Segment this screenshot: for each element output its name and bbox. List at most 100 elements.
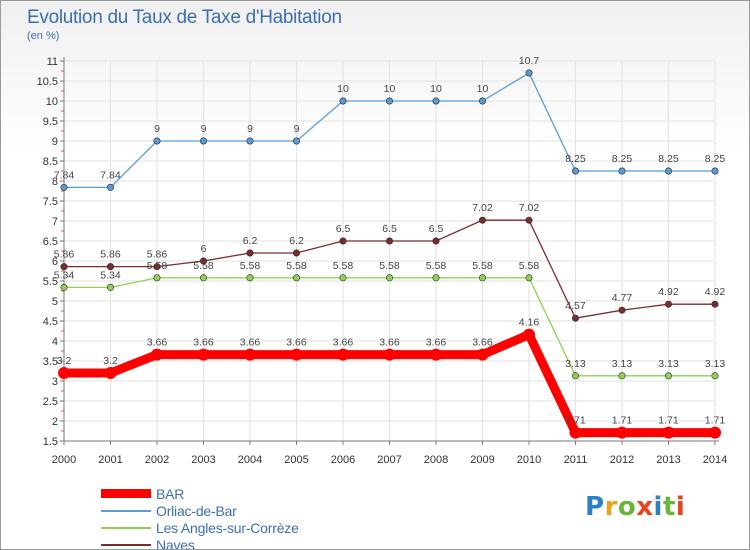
x-tick-label: 2013 xyxy=(656,454,680,466)
data-point-bar xyxy=(523,328,535,341)
logo-letter: i xyxy=(653,492,663,522)
data-point-orliac-de-bar xyxy=(153,137,161,145)
chart-title: Evolution du Taux de Taxe d'Habitation xyxy=(27,7,342,28)
data-label-orliac-de-bar: 9 xyxy=(247,123,253,135)
y-tick-label: 3 xyxy=(52,376,58,388)
data-label-les-angles-sur-corr-ze: 5.58 xyxy=(240,260,261,272)
logo-letter: P xyxy=(585,492,605,522)
data-label-les-angles-sur-corr-ze: 3.13 xyxy=(705,358,726,370)
legend-swatch xyxy=(101,543,151,546)
data-label-bar: 3.66 xyxy=(379,337,400,349)
data-label-bar: 3.66 xyxy=(193,337,214,349)
data-label-les-angles-sur-corr-ze: 5.58 xyxy=(193,260,214,272)
data-label-orliac-de-bar: 9 xyxy=(294,123,300,135)
y-tick-label: 10.5 xyxy=(37,76,58,88)
data-point-les-angles-sur-corr-ze xyxy=(60,283,68,291)
data-label-les-angles-sur-corr-ze: 3.13 xyxy=(565,358,586,370)
data-point-naves xyxy=(339,237,347,245)
data-point-orliac-de-bar xyxy=(60,183,68,191)
data-point-bar xyxy=(337,348,349,361)
data-label-naves: 6.5 xyxy=(429,223,444,235)
data-label-les-angles-sur-corr-ze: 5.34 xyxy=(100,269,121,281)
data-point-les-angles-sur-corr-ze xyxy=(618,372,626,380)
data-label-naves: 5.86 xyxy=(54,249,75,261)
data-label-les-angles-sur-corr-ze: 5.58 xyxy=(147,260,168,272)
legend-swatch xyxy=(101,509,151,512)
data-point-les-angles-sur-corr-ze xyxy=(525,274,533,282)
data-label-bar: 4.16 xyxy=(519,317,540,329)
legend-label: Naves xyxy=(156,536,195,550)
data-point-naves xyxy=(200,257,208,265)
y-tick-label: 10 xyxy=(46,96,58,108)
data-label-les-angles-sur-corr-ze: 5.58 xyxy=(333,260,354,272)
data-label-orliac-de-bar: 8.25 xyxy=(565,153,586,165)
data-label-naves: 6.2 xyxy=(289,235,304,247)
legend-item-bar: BAR xyxy=(101,485,299,502)
y-tick-label: 3.5 xyxy=(43,356,58,368)
y-tick-label: 4.5 xyxy=(43,316,58,328)
data-point-bar xyxy=(616,426,628,439)
data-label-bar: 3.66 xyxy=(240,337,261,349)
data-point-orliac-de-bar xyxy=(246,137,254,145)
y-tick-label: 11 xyxy=(47,56,58,68)
data-label-bar: 3.66 xyxy=(426,337,447,349)
y-tick-label: 5.5 xyxy=(43,276,58,288)
x-tick-label: 2004 xyxy=(238,454,262,466)
data-point-les-angles-sur-corr-ze xyxy=(432,274,440,282)
legend-label: BAR xyxy=(156,485,185,502)
data-point-bar xyxy=(197,348,210,361)
data-point-les-angles-sur-corr-ze xyxy=(107,283,115,291)
data-label-bar: 1.71 xyxy=(612,415,633,427)
data-label-bar: 3.2 xyxy=(103,355,118,367)
data-label-naves: 6.2 xyxy=(243,235,258,247)
data-label-naves: 7.02 xyxy=(472,202,493,214)
data-label-naves: 5.86 xyxy=(147,249,168,261)
data-point-naves xyxy=(153,263,161,271)
data-label-naves: 6.5 xyxy=(336,223,351,235)
data-label-les-angles-sur-corr-ze: 5.58 xyxy=(519,260,540,272)
data-label-naves: 5.86 xyxy=(100,249,121,261)
data-point-naves xyxy=(618,306,626,314)
data-label-les-angles-sur-corr-ze: 3.13 xyxy=(612,358,633,370)
data-point-bar xyxy=(430,348,442,361)
data-point-orliac-de-bar xyxy=(478,97,486,105)
data-point-orliac-de-bar xyxy=(618,167,626,175)
data-label-bar: 1.71 xyxy=(658,415,679,427)
legend-swatch xyxy=(101,489,151,498)
logo-letter: r xyxy=(604,492,618,522)
data-point-les-angles-sur-corr-ze xyxy=(385,274,393,282)
data-label-bar: 3.66 xyxy=(286,337,307,349)
data-label-orliac-de-bar: 7.84 xyxy=(54,169,75,181)
data-label-bar: 3.2 xyxy=(57,355,72,367)
data-point-les-angles-sur-corr-ze xyxy=(246,274,254,282)
data-label-les-angles-sur-corr-ze: 3.13 xyxy=(658,358,679,370)
data-point-naves xyxy=(664,300,672,308)
data-point-les-angles-sur-corr-ze xyxy=(153,274,161,282)
x-tick-label: 2012 xyxy=(610,454,634,466)
legend-label: Les Angles-sur-Corrèze xyxy=(156,519,299,536)
x-tick-label: 2014 xyxy=(703,454,727,466)
data-label-orliac-de-bar: 8.25 xyxy=(658,153,679,165)
y-tick-label: 8.5 xyxy=(43,156,58,168)
data-point-bar xyxy=(476,348,489,361)
data-point-les-angles-sur-corr-ze xyxy=(478,274,486,282)
legend-label: Orliac-de-Bar xyxy=(156,502,237,519)
data-point-bar xyxy=(662,426,675,439)
y-tick-label: 7 xyxy=(52,216,58,228)
x-tick-label: 2005 xyxy=(284,454,308,466)
data-point-les-angles-sur-corr-ze xyxy=(292,274,300,282)
y-tick-label: 4 xyxy=(52,336,58,348)
data-point-naves xyxy=(60,263,68,271)
data-label-naves: 6.5 xyxy=(382,223,397,235)
data-label-naves: 4.77 xyxy=(612,292,633,304)
data-point-orliac-de-bar xyxy=(664,167,672,175)
data-label-les-angles-sur-corr-ze: 5.58 xyxy=(426,260,447,272)
data-label-naves: 7.02 xyxy=(519,202,540,214)
data-label-orliac-de-bar: 9 xyxy=(154,123,160,135)
legend-item-les-angles-sur-correze: Les Angles-sur-Corrèze xyxy=(101,519,299,536)
data-point-naves xyxy=(711,300,719,308)
data-point-bar xyxy=(104,367,117,379)
data-point-orliac-de-bar xyxy=(432,97,440,105)
